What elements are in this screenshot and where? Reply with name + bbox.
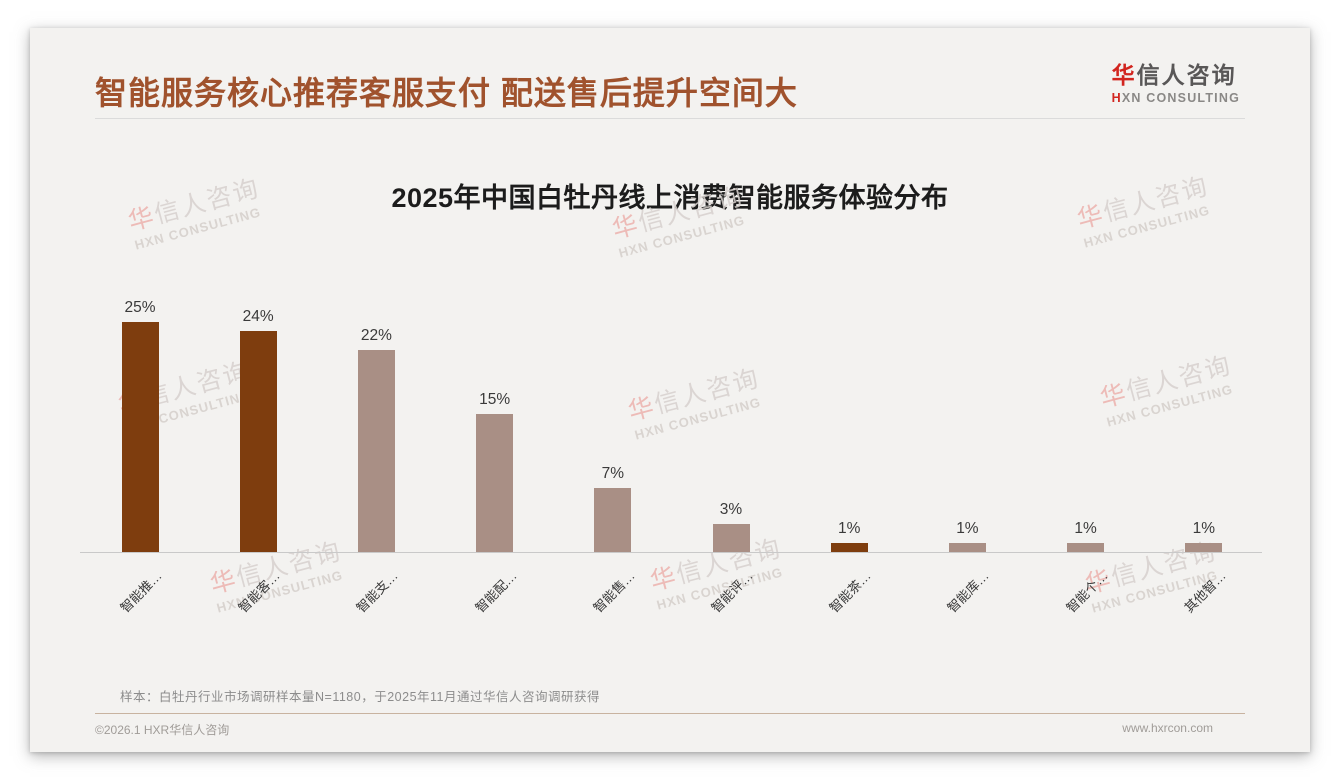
logo-en-first: H [1111,91,1122,105]
x-axis-category-label: 智能推… [117,568,165,616]
logo-en-rest: XN CONSULTING [1121,91,1240,105]
x-axis-category-label: 智能个… [1062,568,1111,616]
logo-cn-text: 华信人咨询 [1112,56,1240,90]
logo-en-text: HXN CONSULTING [1112,91,1240,105]
slide-card: 智能服务核心推荐客服支付 配送售后提升空间大 华信人咨询 HXN CONSULT… [30,28,1310,752]
bar [712,524,750,552]
bar-value-label: 1% [956,519,979,537]
bar-value-label: 3% [719,501,743,519]
company-logo: 华信人咨询 HXN CONSULTING [1112,56,1240,105]
logo-cn-first: 华 [1111,62,1137,88]
bar-value-label: 25% [124,299,156,316]
x-axis-category-label: 智能售… [590,568,638,616]
footer: ©2026.1 HXR华信人咨询 www.hxrcon.com [95,721,1245,738]
bar-chart: 25% 智能推… 24% 智能客… 22% 智能支… 15% 智能配… 7% 智能售… 3% 智能评…… [30,28,1310,752]
x-axis-category-label: 智能茶… [826,568,874,616]
bar [1067,542,1105,552]
footer-copyright: ©2026.1 HXR华信人咨询 [95,723,230,737]
bar [357,349,395,552]
bar [121,322,159,552]
bar-value-label: 22% [360,326,392,344]
bar-value-label: 1% [1192,519,1215,537]
bar [594,487,632,552]
bar-value-label: 24% [242,308,274,326]
bar [1185,542,1223,552]
bar-value-label: 1% [1074,519,1097,537]
bar [948,542,986,552]
x-axis-category-label: 智能配… [471,568,520,616]
sample-note: 样本：白牡丹行业市场调研样本量N=1180，于2025年11月通过华信人咨询调研… [120,690,600,704]
bar [239,331,277,552]
x-axis-line [80,552,1262,553]
bar [830,542,868,552]
bar-value-label: 15% [479,391,511,408]
page-title: 智能服务核心推荐客服支付 配送售后提升空间大 [95,75,798,111]
footer-website: www.hxrcon.com [1122,721,1213,735]
chart-title: 2025年中国白牡丹线上消费智能服务体验分布 [391,183,949,213]
footer-divider [95,713,1245,714]
bar [476,414,514,552]
header-divider [95,118,1245,119]
bar-value-label: 1% [837,519,861,537]
x-axis-category-label: 智能库… [944,568,993,616]
bar-value-label: 7% [601,464,624,482]
logo-cn-rest: 信人咨询 [1136,62,1237,88]
